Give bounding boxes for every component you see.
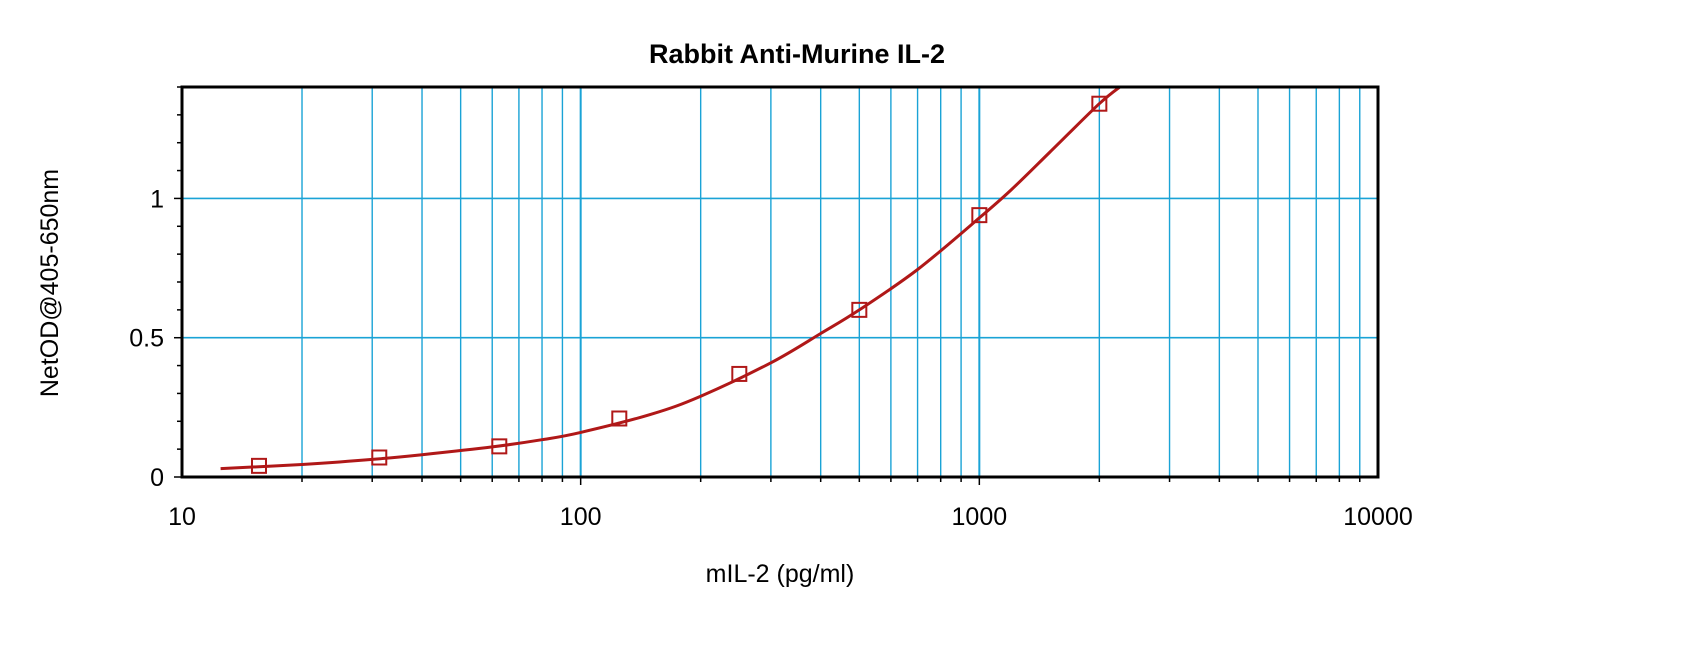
data-point-marker [371,449,388,466]
grid-layer [182,87,1378,477]
data-point-marker [611,410,628,427]
plot-frame [180,85,1380,479]
x-tick-label: 10 [168,503,196,531]
y-tick-label: 0.5 [129,325,164,353]
data-point-marker [491,438,508,455]
y-tick-label: 1 [150,185,164,213]
data-point-marker [1091,95,1108,112]
y-tick-label: 0 [150,464,164,492]
curve-layer [220,87,1123,471]
x-axis-label: mIL-2 (pg/ml) [706,560,855,588]
points-layer [250,95,1108,474]
chart-title: Rabbit Anti-Murine IL-2 [649,39,945,69]
y-axis-label: NetOD@405-650nm [36,169,64,397]
data-point-marker [250,457,267,474]
fit-curve [220,87,1123,471]
x-tick-label: 100 [560,503,602,531]
data-point-marker [971,207,988,224]
data-point-marker [851,301,868,318]
data-point-marker [731,365,748,382]
ticks-layer: 10 100 1000 10000 0 0.5 1 [129,86,1413,531]
x-tick-label: 1000 [952,503,1008,531]
x-tick-label: 10000 [1343,503,1413,531]
